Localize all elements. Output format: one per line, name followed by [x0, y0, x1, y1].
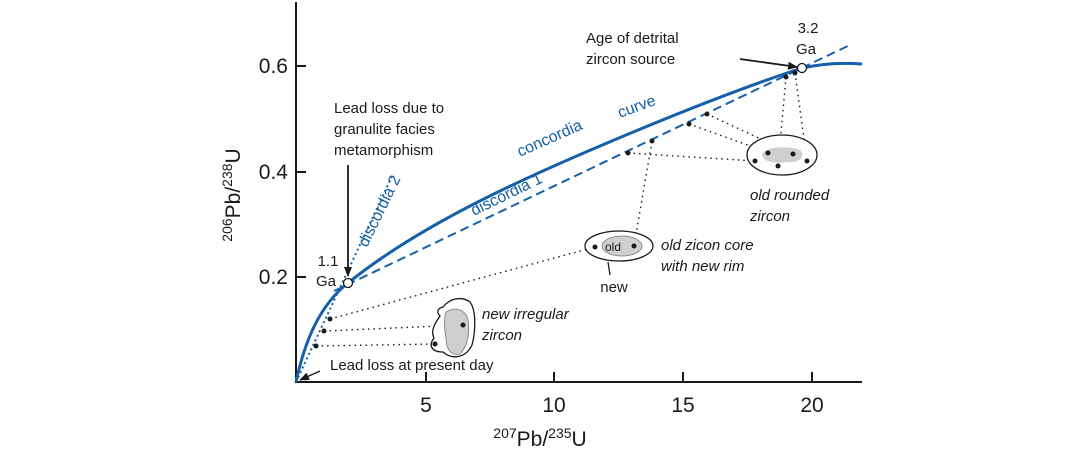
old-core-zircon-label: old zicon core with new rim: [661, 237, 754, 275]
x-tick-label: 10: [542, 394, 565, 417]
new-rim-pointer: [607, 261, 611, 276]
new-irregular-zircon-label: new irregular zircon: [481, 306, 570, 344]
age-1-1-ga-marker: [342, 277, 354, 289]
discordia-1-line: [333, 43, 853, 292]
lead-loss-granulite-label: Lead loss due to granulite facies metamorp…: [334, 100, 444, 159]
lead-loss-present-label: Lead loss at present day: [330, 357, 494, 374]
new-rim-label: new: [600, 279, 628, 296]
present-day-arrow: [299, 370, 321, 381]
x-tick-label: 20: [800, 394, 823, 417]
age-source-label: Age of detrital zircon source: [586, 30, 679, 68]
old-core-label: old: [605, 240, 621, 254]
concordia-label: concordia: [515, 117, 585, 161]
old-rounded-zircon: [746, 134, 818, 176]
new-irregular-zircon: [430, 297, 476, 358]
age-3-2-ga-marker: [796, 62, 808, 74]
old-core-zircon: old: [584, 230, 654, 262]
discordia-1-label: discordia 1: [468, 170, 545, 219]
age-1-1-ga-label: 1.1 Ga: [316, 253, 338, 290]
y-tick-label: 0.6: [259, 55, 288, 78]
data-points: [313, 70, 798, 349]
y-axis-label: 206Pb/238U: [219, 148, 245, 241]
axes: [295, 2, 862, 383]
x-axis-label: 207Pb/235U: [493, 425, 586, 451]
source-arrow: [739, 58, 798, 70]
age-3-2-ga-label: 3.2 Ga: [796, 20, 818, 58]
y-tick-label: 0.2: [259, 266, 288, 289]
y-tick-label: 0.4: [259, 161, 289, 184]
old-rounded-zircon-label: old rounded zircon: [749, 187, 830, 225]
curve-label: curve: [616, 92, 659, 121]
discordia-2-line: [295, 173, 394, 383]
x-tick-label: 15: [671, 394, 694, 417]
x-tick-label: 5: [420, 394, 432, 417]
discordia-2-label: discordia 2: [355, 173, 404, 250]
